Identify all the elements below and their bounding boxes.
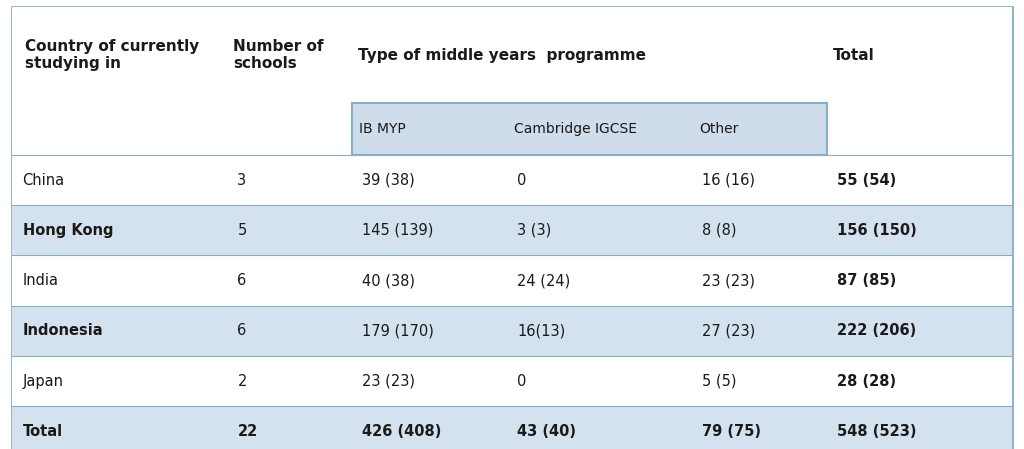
Text: 39 (38): 39 (38) <box>362 172 415 188</box>
Text: Hong Kong: Hong Kong <box>23 223 113 238</box>
Text: Total: Total <box>23 424 62 439</box>
Text: Japan: Japan <box>23 374 63 389</box>
Text: 156 (150): 156 (150) <box>837 223 916 238</box>
Text: 79 (75): 79 (75) <box>702 424 761 439</box>
Text: 179 (170): 179 (170) <box>362 323 434 339</box>
Text: IB MYP: IB MYP <box>359 122 406 136</box>
Text: Type of middle years  programme: Type of middle years programme <box>358 48 646 62</box>
Text: 40 (38): 40 (38) <box>362 273 416 288</box>
Text: 87 (85): 87 (85) <box>837 273 896 288</box>
Text: 23 (23): 23 (23) <box>702 273 755 288</box>
Text: China: China <box>23 172 65 188</box>
Text: 0: 0 <box>517 374 526 389</box>
Text: 145 (139): 145 (139) <box>362 223 434 238</box>
Text: 55 (54): 55 (54) <box>837 172 896 188</box>
Text: 22: 22 <box>238 424 258 439</box>
Text: Cambridge IGCSE: Cambridge IGCSE <box>514 122 637 136</box>
Text: 222 (206): 222 (206) <box>837 323 916 339</box>
Text: 28 (28): 28 (28) <box>837 374 896 389</box>
Text: 16(13): 16(13) <box>517 323 565 339</box>
Text: Total: Total <box>833 48 874 62</box>
Text: Number of
schools: Number of schools <box>233 39 324 71</box>
Text: 5: 5 <box>238 223 247 238</box>
Text: 24 (24): 24 (24) <box>517 273 570 288</box>
Text: 3: 3 <box>238 172 247 188</box>
Text: 16 (16): 16 (16) <box>702 172 755 188</box>
Text: India: India <box>23 273 58 288</box>
Text: 6: 6 <box>238 273 247 288</box>
Text: 2: 2 <box>238 374 247 389</box>
Text: Indonesia: Indonesia <box>23 323 103 339</box>
Text: Other: Other <box>699 122 738 136</box>
Text: 43 (40): 43 (40) <box>517 424 577 439</box>
Text: 8 (8): 8 (8) <box>702 223 736 238</box>
Text: Country of currently
studying in: Country of currently studying in <box>25 39 199 71</box>
Text: 0: 0 <box>517 172 526 188</box>
Text: 6: 6 <box>238 323 247 339</box>
Text: 23 (23): 23 (23) <box>362 374 416 389</box>
Text: 5 (5): 5 (5) <box>702 374 736 389</box>
Text: 548 (523): 548 (523) <box>837 424 916 439</box>
Text: 3 (3): 3 (3) <box>517 223 552 238</box>
Text: 27 (23): 27 (23) <box>702 323 756 339</box>
Text: 426 (408): 426 (408) <box>362 424 441 439</box>
